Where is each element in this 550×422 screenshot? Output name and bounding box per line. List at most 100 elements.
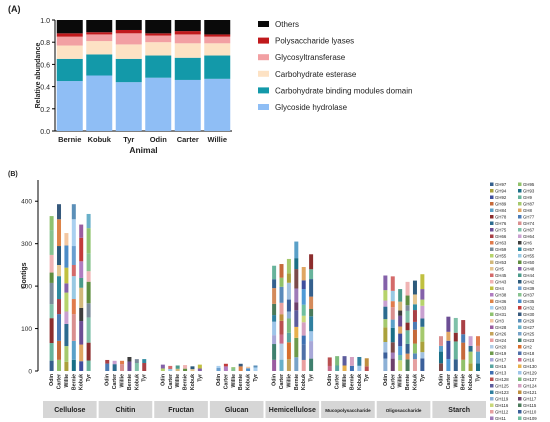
bar-segment: [174, 34, 201, 44]
legend-swatch: [490, 345, 494, 349]
legend-swatch: [518, 221, 522, 225]
legend-label: GH25: [523, 332, 535, 337]
legend-swatch: [258, 70, 269, 77]
bar-segment: [301, 359, 306, 371]
legend-label: GH36: [495, 299, 507, 304]
legend-label: GH50: [523, 260, 535, 265]
bar-segment: [383, 290, 388, 301]
bar-segment: [420, 352, 425, 359]
bar-segment: [112, 364, 117, 371]
bar-segment: [405, 295, 410, 306]
legend-swatch: [490, 234, 494, 238]
legend-swatch: [490, 397, 494, 401]
bar-segment: [79, 287, 84, 308]
bar-segment: [279, 359, 284, 371]
bar-segment: [175, 368, 180, 371]
x-tick-label: Kobuk: [301, 374, 307, 390]
legend-swatch: [490, 384, 494, 388]
legend-label: GH87: [523, 202, 535, 207]
bar-segment: [223, 366, 228, 371]
bar-segment: [238, 363, 243, 367]
legend-label: GH64: [523, 234, 535, 239]
bar-segment: [190, 369, 195, 371]
x-tick-label: Bernie: [127, 374, 133, 390]
bar-segment: [246, 368, 251, 371]
bar-segment: [272, 265, 277, 280]
legend-label: GH31: [495, 312, 507, 317]
bar-segment: [301, 280, 306, 290]
bar-segment: [216, 365, 221, 368]
bar-segment: [279, 302, 284, 315]
x-tick-label: Bernie: [349, 374, 355, 390]
bar-segment: [56, 33, 83, 37]
bar-segment: [327, 357, 332, 366]
legend-swatch: [518, 195, 522, 199]
legend-label: GH32: [523, 306, 535, 311]
legend-swatch: [490, 338, 494, 342]
bar-segment: [145, 33, 172, 36]
bar-segment: [390, 276, 395, 291]
legend-label: GH45: [495, 273, 507, 278]
legend-swatch: [518, 273, 522, 277]
legend-swatch: [490, 312, 494, 316]
bar-segment: [279, 286, 284, 303]
legend-label: GH6: [523, 241, 532, 246]
bar-segment: [301, 322, 306, 336]
legend-swatch: [518, 338, 522, 342]
bar-segment: [309, 254, 314, 270]
legend-label: GH115: [523, 403, 537, 408]
legend-swatch: [518, 202, 522, 206]
bar-segment: [446, 331, 451, 341]
legend-label: GH29: [523, 319, 535, 324]
bar-segment: [49, 254, 54, 273]
bar-segment: [279, 277, 284, 287]
bar-segment: [335, 356, 340, 366]
bar-segment: [412, 343, 417, 354]
legend-swatch: [518, 351, 522, 355]
x-tick-label: Willie: [342, 374, 348, 388]
legend-label: GH109: [523, 416, 537, 421]
legend-swatch: [518, 390, 522, 394]
bar-segment: [412, 329, 417, 344]
legend-swatch: [490, 254, 494, 258]
legend-swatch: [518, 182, 522, 186]
x-tick-label: Bernie: [238, 374, 244, 390]
bar-segment: [390, 352, 395, 359]
x-tick-label: Kobuk: [412, 374, 418, 390]
legend-label: GH13: [495, 371, 507, 376]
bar-segment: [420, 318, 425, 327]
bar-segment: [294, 258, 299, 270]
bar-segment: [57, 265, 62, 277]
x-tick-label: Kobuk: [88, 135, 112, 144]
bar-segment: [86, 32, 113, 35]
y-tick-label: 0.2: [40, 107, 50, 114]
bar-segment: [364, 358, 369, 367]
group-box: [265, 401, 320, 418]
bar-segment: [183, 365, 188, 369]
bar-segment: [453, 341, 458, 360]
bar-segment: [246, 366, 251, 369]
bar-segment: [390, 290, 395, 302]
legend-label: Polysaccharide lyases: [275, 37, 354, 46]
group-box: [98, 401, 153, 418]
bar-segment: [405, 281, 410, 296]
group-label: Oligosaccharide: [386, 408, 422, 413]
bar-segment: [383, 352, 388, 359]
legend-label: GH127: [523, 377, 537, 382]
bar-segment: [57, 359, 62, 371]
x-axis-label: Animal: [129, 145, 157, 155]
x-tick-label: Willie: [286, 374, 292, 388]
legend-swatch: [518, 254, 522, 258]
bar-segment: [420, 358, 425, 371]
bar-segment: [115, 82, 142, 131]
bar-segment: [461, 320, 466, 335]
bar-segment: [286, 359, 291, 371]
chart-relative-abundance: 0.0 0.2 0.4 0.6 0.8 1.0 Relative abundance Bern…: [35, 18, 412, 155]
x-tick-label: Willie: [453, 374, 459, 388]
legend-swatch: [518, 234, 522, 238]
bar-segment: [412, 353, 417, 360]
legend-label: GH59: [495, 247, 507, 252]
legend-label: GH97: [495, 182, 507, 187]
bar-segment: [142, 363, 147, 371]
bar-segment: [204, 78, 231, 131]
